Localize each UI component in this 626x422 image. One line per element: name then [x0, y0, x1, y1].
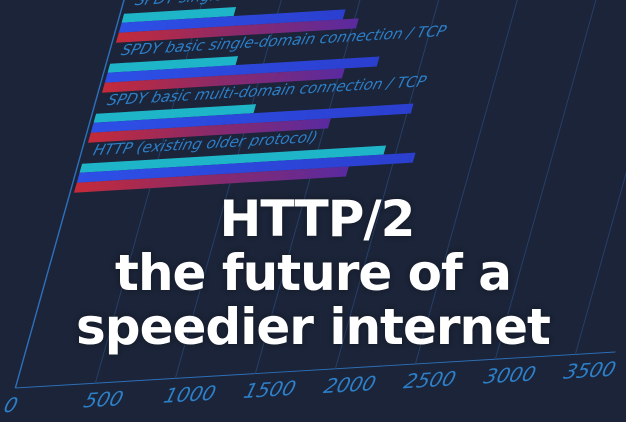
bar-series-1 [107, 56, 239, 73]
x-tick-label: 2500 [401, 367, 458, 394]
category-label: SPDY single-domain connection [133, 0, 375, 9]
bar-series-3 [87, 118, 331, 143]
x-tick-label: 500 [81, 387, 126, 413]
grid-line [414, 0, 536, 365]
headline-line-1: HTTP/2 [219, 190, 416, 248]
x-tick-label: 1000 [161, 381, 218, 408]
bar-series-1 [79, 145, 387, 173]
bar-series-2 [76, 152, 416, 183]
grid-line [494, 0, 616, 360]
bar-series-3 [115, 18, 359, 43]
x-axis-line [15, 351, 616, 389]
x-tick-label: 2000 [321, 371, 378, 398]
y-axis-line [14, 0, 136, 389]
x-tick-label: 0 [1, 393, 20, 417]
bar-series-3 [101, 68, 345, 93]
bar-series-2 [90, 103, 414, 133]
bar-series-2 [104, 56, 380, 83]
x-tick-label: 3000 [481, 362, 538, 389]
bar-series-2 [118, 9, 346, 33]
x-tick-label: 3500 [561, 357, 618, 384]
bar-series-1 [93, 104, 257, 123]
grid-line [574, 0, 626, 355]
x-tick-label: 1500 [241, 376, 298, 403]
bar-series-3 [73, 166, 349, 193]
headline-line-3: speedier internet [76, 298, 551, 356]
bar-series-1 [121, 7, 237, 23]
headline-line-2: the future of a [115, 244, 512, 302]
